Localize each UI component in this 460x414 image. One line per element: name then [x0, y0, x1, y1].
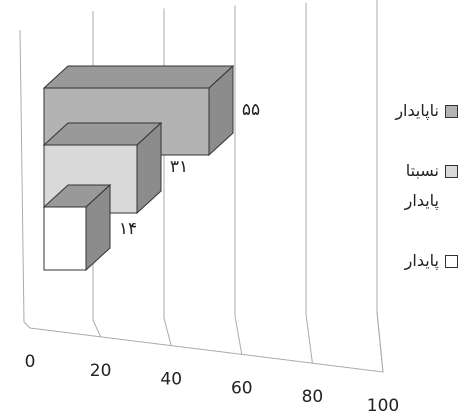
bar-front — [43, 206, 87, 271]
grid-line — [163, 8, 172, 346]
legend-entry: پایدار — [378, 246, 458, 276]
x-tick-label: 60 — [231, 378, 253, 398]
legend: ناپایدار نسبتا پایدار پایدار — [378, 96, 458, 306]
bar — [42, 64, 235, 157]
bar — [42, 121, 163, 215]
legend-label: پایدار — [404, 251, 439, 270]
bar — [42, 183, 112, 272]
grid-line — [234, 5, 243, 355]
x-tick-label: 80 — [302, 387, 324, 407]
x-tick-label: 100 — [367, 396, 399, 414]
legend-swatch — [445, 165, 458, 178]
legend-entry: ناپایدار — [378, 96, 458, 126]
legend-swatch — [445, 105, 458, 118]
legend-entry: نسبتا پایدار — [378, 156, 458, 216]
data-label: ۱۴ — [119, 219, 137, 239]
grid-line — [376, 0, 384, 373]
wall-edge — [19, 29, 31, 329]
floor-edge — [29, 311, 384, 373]
legend-label: نسبتا پایدار — [404, 161, 439, 210]
data-label: ۳۱ — [170, 157, 188, 177]
legend-swatch — [445, 255, 458, 268]
data-label: ۵۵ — [242, 100, 260, 120]
x-tick-label: 20 — [90, 361, 112, 381]
x-tick-label: 0 — [25, 352, 36, 372]
grid-line — [305, 2, 313, 364]
bar-top — [42, 65, 235, 89]
legend-label: ناپایدار — [395, 101, 439, 120]
x-tick-label: 40 — [160, 370, 182, 390]
